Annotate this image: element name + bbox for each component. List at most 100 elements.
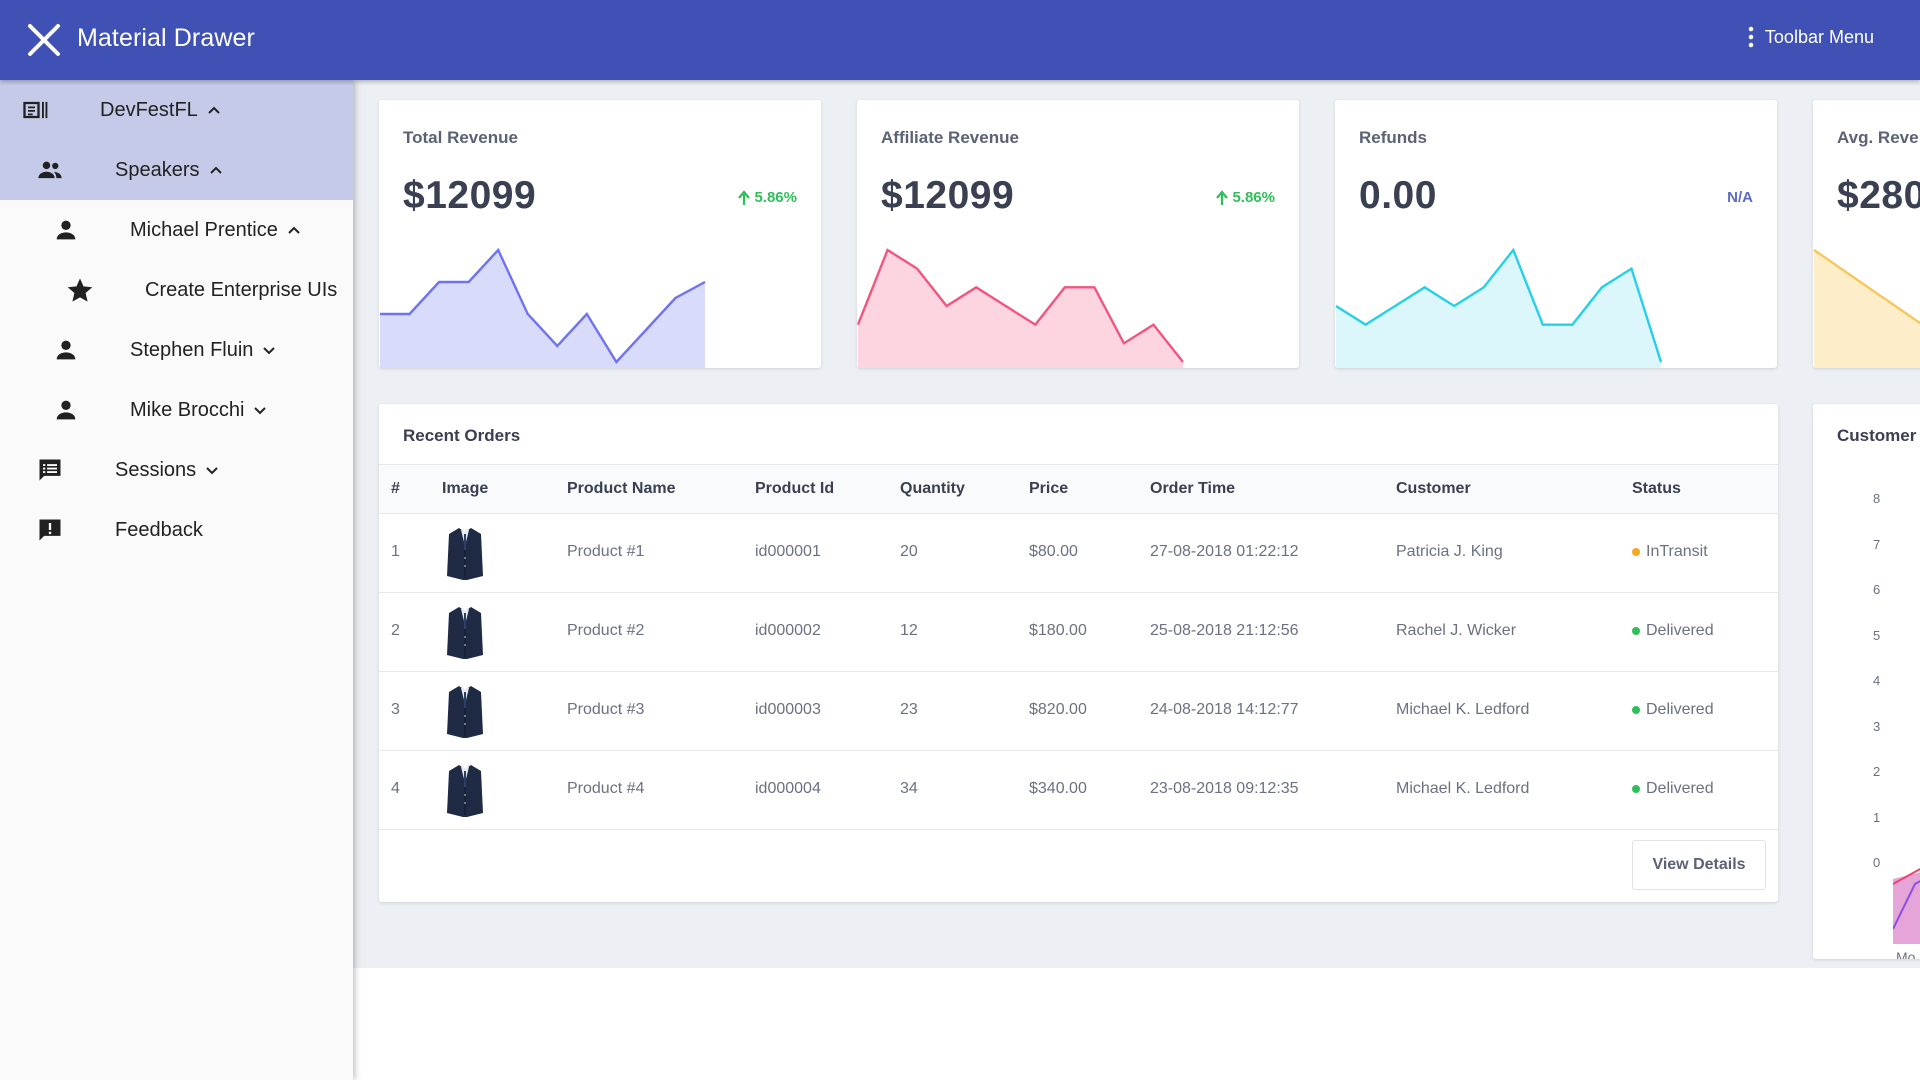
- stat-value: 0.00: [1359, 174, 1437, 217]
- status-dot: [1632, 706, 1640, 714]
- status-label: InTransit: [1646, 543, 1708, 560]
- recent-orders-card: Recent Orders # Image Product Name Produ…: [379, 404, 1778, 902]
- y-tick-label: 2: [1873, 764, 1881, 779]
- nav-item-stephen-fluin[interactable]: Stephen Fluin: [0, 320, 353, 380]
- customer-chart-card: Customer 8 7 6 5 4 3 2 1 0 Mo: [1813, 404, 1920, 959]
- customer-chart-title: Customer: [1837, 426, 1917, 445]
- affiliate-sparkline: [857, 248, 1184, 368]
- cell-time: 23-08-2018 09:12:35: [1150, 780, 1299, 797]
- stat-card-affiliate-revenue: Affiliate Revenue $12099 5.86%: [857, 100, 1299, 368]
- status-label: Delivered: [1646, 622, 1714, 639]
- nav-label-feedback: Feedback: [115, 518, 203, 541]
- toolbar-menu-button[interactable]: Toolbar Menu: [1747, 26, 1874, 48]
- x-axis-label: Mo: [1896, 949, 1916, 959]
- close-icon[interactable]: [26, 22, 62, 58]
- cell-price: $80.00: [1029, 543, 1078, 560]
- cell-time: 24-08-2018 14:12:77: [1150, 701, 1299, 718]
- cell-price: $180.00: [1029, 622, 1087, 639]
- y-tick-label: 6: [1873, 582, 1881, 597]
- column-header: #: [391, 480, 400, 497]
- stat-title: Total Revenue: [403, 128, 518, 147]
- cell-time: 25-08-2018 21:12:56: [1150, 622, 1299, 639]
- people-icon: [35, 155, 65, 185]
- stat-title: Avg. Reve: [1837, 128, 1919, 147]
- nav-label-sessions: Sessions: [115, 458, 197, 481]
- stat-change-value: N/A: [1727, 189, 1753, 206]
- column-header: Price: [1029, 480, 1069, 497]
- status-dot: [1632, 785, 1640, 793]
- cell-id: id000003: [755, 701, 821, 718]
- status-label: Delivered: [1646, 701, 1714, 718]
- sparkline-area: [1814, 250, 1920, 368]
- view-details-button[interactable]: View Details: [1632, 840, 1766, 890]
- nav-item-create-enterprise-uis[interactable]: Create Enterprise UIs: [0, 260, 353, 320]
- cell-num: 1: [391, 543, 400, 560]
- cell-num: 2: [391, 622, 400, 639]
- nav-item-feedback[interactable]: Feedback: [0, 500, 353, 560]
- person-icon: [51, 215, 81, 245]
- y-tick-label: 1: [1873, 809, 1881, 825]
- y-tick-label: 7: [1873, 536, 1881, 552]
- cell-qty: 20: [900, 543, 918, 560]
- stat-change-value: 5.86%: [1232, 189, 1275, 206]
- star-icon: [65, 275, 95, 305]
- column-header: Customer: [1396, 480, 1471, 497]
- stat-card-total-revenue: Total Revenue $12099 5.86%: [379, 100, 821, 368]
- cell-num: 4: [391, 780, 400, 797]
- dashboard-content: Total Revenue $12099 5.86% Affiliate Rev…: [353, 80, 1920, 968]
- customer-chart-area: [1893, 868, 1920, 944]
- nav-item-mike-brocchi[interactable]: Mike Brocchi: [0, 380, 353, 440]
- cell-customer: Patricia J. King: [1396, 543, 1503, 560]
- table-row[interactable]: 2 Product #2 id000002 12 $180.00 25-08-2018 2…: [379, 593, 1778, 672]
- cell-qty: 23: [900, 701, 918, 718]
- sparkline-line: [1813, 249, 1920, 325]
- sparkline-line: [857, 248, 1184, 363]
- stat-change: N/A: [1727, 189, 1753, 206]
- app-toolbar: Material Drawer Toolbar Menu: [0, 0, 1920, 80]
- nav-item-devfestfl[interactable]: DevFestFL: [0, 80, 353, 140]
- arrow-up-icon: [738, 189, 751, 205]
- person-icon: [51, 395, 81, 425]
- cell-id: id000004: [755, 780, 821, 797]
- y-tick-label: 3: [1873, 718, 1881, 734]
- cell-name: Product #4: [567, 780, 645, 797]
- revenue-sparkline: [380, 247, 706, 368]
- nav-item-speakers[interactable]: Speakers: [0, 140, 353, 200]
- status-badge: Delivered: [1632, 701, 1714, 719]
- contact-card-icon: [20, 95, 50, 125]
- column-header: Order Time: [1150, 480, 1236, 497]
- table-row[interactable]: 4 Product #4 id000004 34 $340.00 23-08-2018 0…: [379, 751, 1778, 830]
- nav-label-michael-prentice: Michael Prentice: [130, 218, 278, 241]
- nav-item-michael-prentice[interactable]: Michael Prentice: [0, 200, 353, 260]
- nav-label-stephen-fluin: Stephen Fluin: [130, 338, 254, 361]
- product-image: [447, 765, 483, 817]
- person-icon: [51, 335, 81, 365]
- notes-icon: [35, 455, 65, 485]
- nav-item-sessions[interactable]: Sessions: [0, 440, 353, 500]
- cell-price: $820.00: [1029, 701, 1087, 718]
- stat-card-avg-revenue: Avg. Reve $280: [1813, 100, 1920, 368]
- nav-label-mike-brocchi: Mike Brocchi: [130, 398, 245, 421]
- status-label: Delivered: [1646, 780, 1714, 797]
- sparkline-area: [858, 250, 1183, 368]
- nav-label-devfestfl: DevFestFL: [100, 98, 198, 121]
- y-tick-label: 8: [1873, 491, 1881, 506]
- chevron-down-icon: [263, 347, 276, 355]
- sparkline-area: [380, 250, 705, 368]
- column-header: Image: [442, 480, 489, 497]
- y-tick-label: 4: [1873, 673, 1881, 688]
- stat-value: $12099: [881, 174, 1015, 217]
- arrow-up-icon: [1216, 189, 1229, 205]
- chevron-up-icon: [288, 226, 300, 234]
- table-row[interactable]: 1 Product #1 id000001 20 $80.00 27-08-2018 01…: [379, 514, 1778, 593]
- cell-num: 3: [391, 701, 400, 718]
- stat-title: Affiliate Revenue: [881, 128, 1019, 147]
- side-drawer: DevFestFL Speakers Michael Prentice Crea…: [0, 80, 353, 1080]
- nav-label-create-enterprise-uis: Create Enterprise UIs: [145, 278, 338, 301]
- recent-orders-title: Recent Orders: [403, 426, 521, 445]
- cell-qty: 12: [900, 622, 918, 639]
- product-image: [447, 528, 483, 580]
- table-row[interactable]: 3 Product #3 id000003 23 $820.00 24-08-2018 1…: [379, 672, 1778, 751]
- chevron-up-icon: [209, 166, 222, 174]
- status-badge: Delivered: [1632, 622, 1714, 640]
